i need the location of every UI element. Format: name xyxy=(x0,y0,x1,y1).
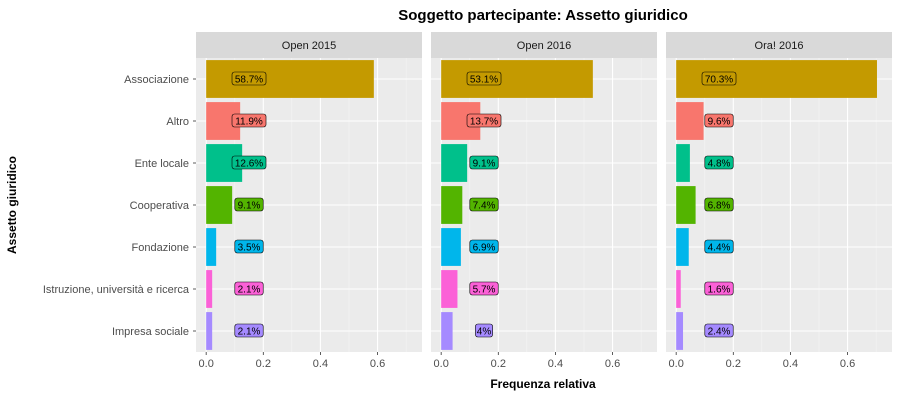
bar xyxy=(676,228,689,266)
data-label-box xyxy=(466,113,502,128)
data-label-box xyxy=(704,281,734,296)
data-label: 1.6% xyxy=(708,285,731,296)
bar xyxy=(676,102,704,140)
data-label: 2.4% xyxy=(708,327,731,338)
data-label: 70.3% xyxy=(705,75,733,86)
bar xyxy=(206,228,217,266)
chart-title: Soggetto partecipante: Assetto giuridico xyxy=(398,7,687,24)
x-tick-label: 0.6 xyxy=(605,358,620,370)
bar xyxy=(441,186,463,224)
y-axis-labels: Associazione Altro Ente locale Cooperativa F… xyxy=(43,74,196,338)
data-label: 2.1% xyxy=(238,327,261,338)
data-label: 12.6% xyxy=(235,159,263,170)
data-label: 11.9% xyxy=(235,117,263,128)
x-axis-title: Frequenza relativa xyxy=(490,377,596,391)
data-label: 6.8% xyxy=(708,201,731,212)
data-label-box xyxy=(234,323,264,338)
category-label: Ente locale xyxy=(135,158,189,170)
data-label: 5.7% xyxy=(473,285,496,296)
x-tick-label: 0.6 xyxy=(840,358,855,370)
bar xyxy=(676,144,690,182)
data-label: 53.1% xyxy=(470,75,498,86)
data-label-box xyxy=(469,281,499,296)
y-axis-title: Assetto giuridico xyxy=(5,156,19,254)
x-tick-label: 0.4 xyxy=(783,358,798,370)
data-label: 9.1% xyxy=(473,159,496,170)
category-label: Impresa sociale xyxy=(112,326,189,338)
facet-label: Ora! 2016 xyxy=(755,40,804,52)
panels: Open 2015 58.7% 11.9% 12.6% 9.1% 3.5% 2.1% 2.1%… xyxy=(196,32,892,370)
data-label: 7.4% xyxy=(473,201,496,212)
data-label: 13.7% xyxy=(470,117,498,128)
facet-strip xyxy=(666,32,892,58)
bar xyxy=(676,312,684,350)
bar xyxy=(206,270,213,308)
data-label-box xyxy=(234,239,264,254)
data-label: 6.9% xyxy=(473,243,496,254)
panel-1: Open 2015 58.7% 11.9% 12.6% 9.1% 3.5% 2.1% 2.1%… xyxy=(196,32,422,370)
data-label: 58.7% xyxy=(235,75,263,86)
data-label: 3.5% xyxy=(238,243,261,254)
bar xyxy=(441,228,461,266)
data-label-box xyxy=(704,323,734,338)
data-label-box xyxy=(704,197,734,212)
data-label-box xyxy=(234,197,264,212)
x-tick-label: 0.4 xyxy=(313,358,328,370)
data-label-box xyxy=(231,71,267,86)
data-label-box xyxy=(469,197,499,212)
bar xyxy=(206,60,374,98)
data-label: 2.1% xyxy=(238,285,261,296)
bar xyxy=(441,312,453,350)
data-label-box xyxy=(231,155,267,170)
data-label: 4.4% xyxy=(708,243,731,254)
data-label-box xyxy=(231,113,267,128)
category-label: Fondazione xyxy=(132,242,190,254)
data-label-box xyxy=(234,281,264,296)
data-label: 9.1% xyxy=(238,201,261,212)
data-label: 4.8% xyxy=(708,159,731,170)
data-label-box xyxy=(469,155,499,170)
bar xyxy=(441,270,458,308)
bar xyxy=(206,312,213,350)
x-tick-label: 0.2 xyxy=(256,358,271,370)
x-tick-label: 0.0 xyxy=(199,358,214,370)
category-label: Cooperativa xyxy=(130,200,190,212)
facet-strip xyxy=(196,32,422,58)
x-tick-label: 0.2 xyxy=(491,358,506,370)
data-label-box xyxy=(466,71,502,86)
x-tick-label: 0.0 xyxy=(669,358,684,370)
bar xyxy=(206,186,233,224)
x-tick-label: 0.0 xyxy=(434,358,449,370)
data-label-box xyxy=(701,71,737,86)
x-tick-label: 0.2 xyxy=(726,358,741,370)
bar xyxy=(676,270,681,308)
x-tick-label: 0.4 xyxy=(548,358,563,370)
facet-strip xyxy=(431,32,657,58)
category-label: Associazione xyxy=(124,74,189,86)
panel-2: Open 2016 53.1% 13.7% 9.1% 7.4% 6.9% 5.7% 4% 0.0… xyxy=(431,32,657,370)
bar xyxy=(441,144,468,182)
facet-label: Open 2015 xyxy=(282,40,336,52)
bar xyxy=(676,186,696,224)
category-label: Istruzione, università e ricerca xyxy=(43,284,190,296)
data-label-box xyxy=(469,239,499,254)
x-tick-label: 0.6 xyxy=(370,358,385,370)
data-label: 4% xyxy=(477,327,492,338)
data-label-box xyxy=(704,239,734,254)
data-label: 9.6% xyxy=(708,117,731,128)
bar xyxy=(441,60,593,98)
facet-label: Open 2016 xyxy=(517,40,571,52)
category-label: Altro xyxy=(166,116,189,128)
panel-3: Ora! 2016 70.3% 9.6% 4.8% 6.8% 4.4% 1.6% 2.4% 0.… xyxy=(666,32,892,370)
data-label-box xyxy=(704,113,734,128)
data-label-box xyxy=(475,323,493,338)
data-label-box xyxy=(704,155,734,170)
